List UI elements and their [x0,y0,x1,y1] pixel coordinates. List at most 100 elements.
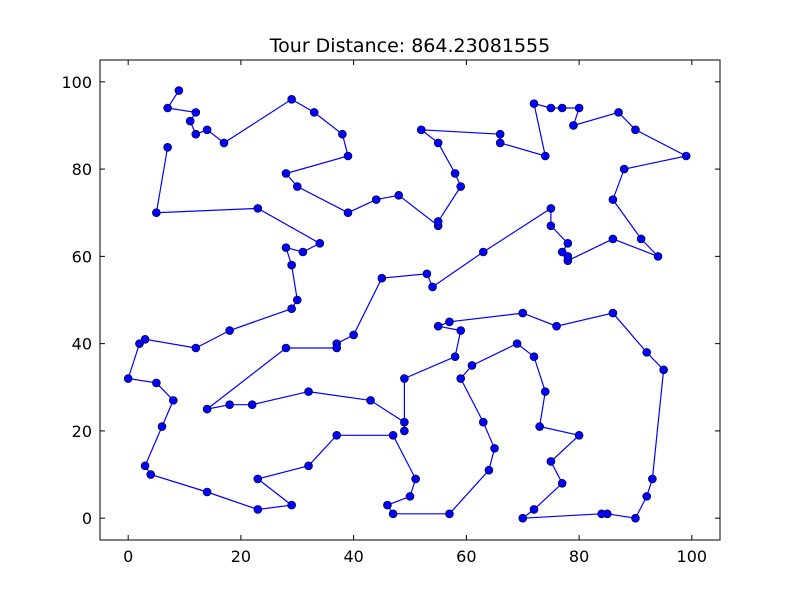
tour-city-point [185,116,195,126]
tour-city-point [636,234,646,244]
tour-city-point [405,492,415,501]
tour-city-point [529,352,539,362]
tour-city-point [281,343,291,353]
chart-title: Tour Distance: 864.23081555 [269,35,550,57]
tour-city-point [490,444,499,453]
tour-city-point [433,217,443,226]
tour-city-point [608,195,618,204]
tour-city-point [529,505,539,514]
tour-city-point [512,339,522,348]
tour-city-point [191,108,201,117]
tour-city-point [518,513,528,523]
tour-city-point [388,509,398,519]
plot-frame [99,59,721,541]
tour-city-point [597,509,606,519]
tour-series [123,86,691,523]
y-tick-label: 100 [61,73,92,92]
tour-city-point [371,195,381,204]
tour-city-point [174,86,184,95]
y-tick-label: 80 [72,160,92,179]
tour-city-point [140,461,150,471]
tour-city-point [332,430,342,440]
tour-city-point [456,326,466,335]
tour-city-point [416,125,426,135]
tour-city-point [574,430,584,440]
tour-city-point [377,273,387,283]
x-tick-label: 80 [569,547,589,566]
tour-city-point [400,426,409,436]
tour-city-point [478,247,488,257]
x-tick-label: 20 [231,547,251,566]
tour-city-point [338,129,347,139]
tour-city-point [445,317,454,327]
tour-city-point [456,182,466,191]
tour-city-point [450,169,460,178]
tour-city-point [400,417,409,427]
tour-city-point [557,247,567,257]
x-tick-label: 40 [343,547,363,566]
tour-city-point [383,500,392,510]
tour-city-point [135,339,144,348]
tour-city-point [648,474,657,484]
tour-city-point [546,221,556,231]
tour-city-point [343,208,353,218]
y-tick-label: 40 [72,335,92,354]
tour-city-point [653,252,663,261]
tour-city-point [495,129,505,139]
tour-city-point [163,103,172,113]
tour-city-point [574,103,584,113]
tour-city-point [253,505,263,514]
tour-city-point [557,103,567,113]
tour-city-point [146,470,156,479]
tour-city-point [287,94,296,104]
tour-city-point [287,260,296,270]
tour-city-point [614,108,623,117]
tour-city-point [281,243,291,252]
tour-city-point [287,500,296,510]
tour-city-point [281,169,291,178]
tour-city-point [546,204,556,213]
tour-city-point [422,269,432,279]
tour-city-point [540,151,550,161]
tour-city-point [304,387,313,396]
tour-city-point [467,361,477,370]
tour-city-point [484,465,494,475]
tour-city-point [253,474,263,484]
tour-city-point [681,151,691,161]
y-tick-label: 20 [72,422,92,441]
tour-city-point [659,365,668,375]
tour-city-point [388,430,398,440]
tour-city-point [349,330,358,340]
tour-city-point [563,238,573,248]
tour-city-point [225,326,234,335]
tour-city-point [163,142,172,152]
tour-city-point [202,404,212,414]
tour-city-point [433,321,443,331]
tour-city-point [225,400,234,410]
tour-city-point [140,334,150,344]
tour-city-point [168,396,178,405]
tour-city-point [292,295,302,305]
tour-city-point [400,374,409,383]
tour-city-point [433,138,443,148]
tour-city-point [298,247,308,257]
tour-city-point [304,461,313,471]
tour-city-point [552,321,561,331]
tour-city-point [287,304,296,314]
tour-city-point [535,422,544,431]
tour-city-point [394,190,404,200]
tour-city-point [557,478,567,488]
tour-city-point [157,422,167,431]
tour-city-point [478,417,488,427]
tour-city-point [152,378,161,388]
tour-city-point [619,164,629,174]
tour-city-point [445,509,454,519]
tour-city-point [123,374,133,383]
tour-city-point [292,182,302,191]
tour-city-point [563,252,573,261]
tour-city-point [642,492,652,501]
x-tick-label: 100 [677,547,708,566]
y-tick-label: 60 [72,247,92,266]
